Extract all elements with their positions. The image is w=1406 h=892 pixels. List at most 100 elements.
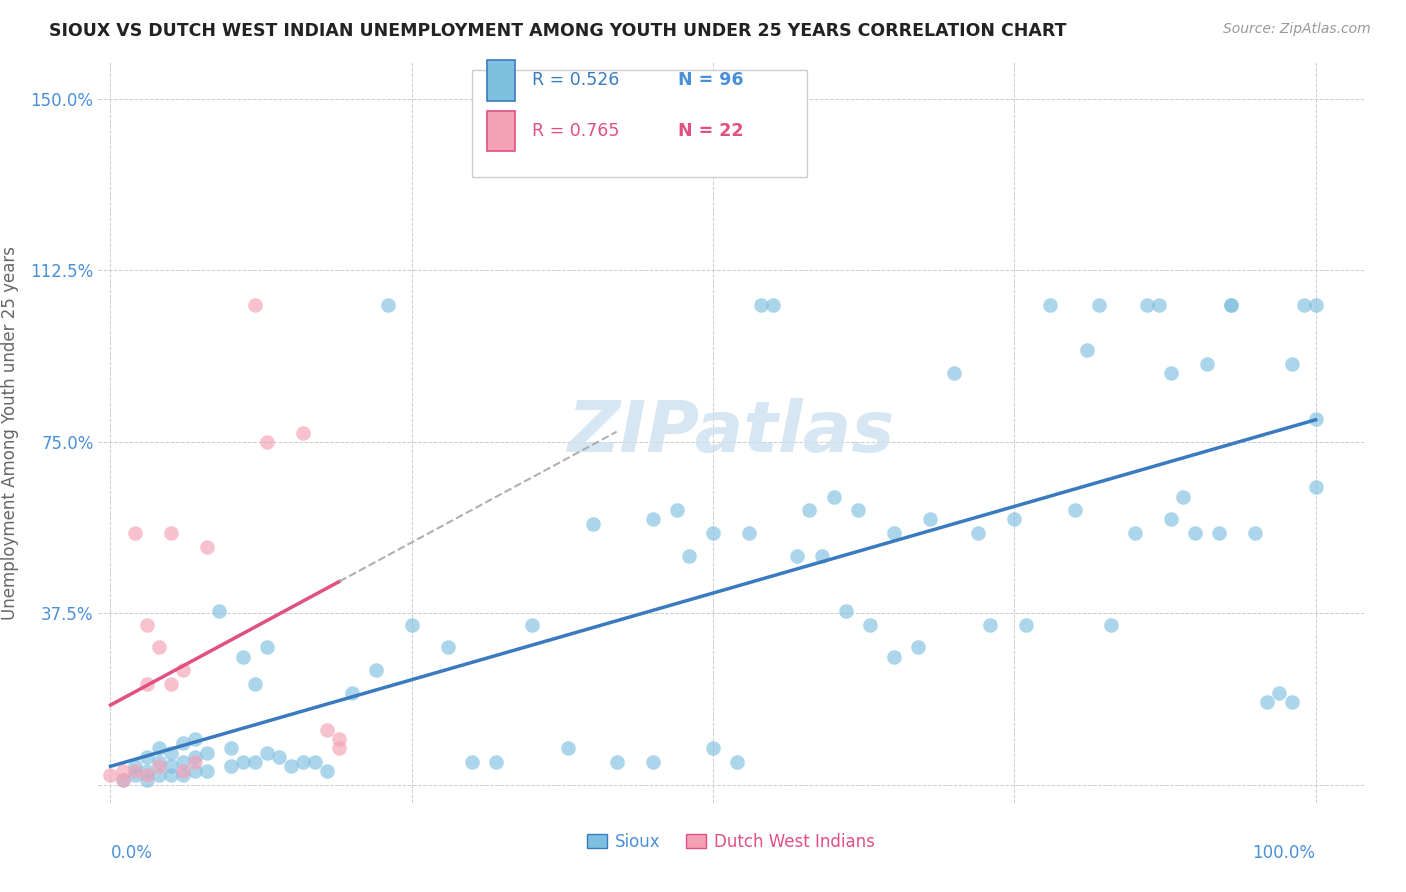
Point — [1160, 366, 1182, 380]
Point — [641, 512, 664, 526]
Point — [172, 768, 194, 782]
Point — [135, 772, 157, 787]
Point — [1039, 298, 1062, 312]
Point — [232, 755, 254, 769]
Point — [159, 526, 181, 541]
Point — [304, 755, 326, 769]
Point — [725, 755, 748, 769]
Point — [1220, 298, 1243, 312]
Point — [1147, 298, 1170, 312]
Point — [1305, 412, 1327, 426]
Point — [124, 768, 146, 782]
Point — [195, 746, 218, 760]
Point — [1063, 503, 1085, 517]
Point — [1208, 526, 1230, 541]
Point — [1281, 357, 1303, 371]
Point — [328, 731, 350, 746]
Text: Source: ZipAtlas.com: Source: ZipAtlas.com — [1223, 22, 1371, 37]
Point — [184, 731, 207, 746]
Point — [135, 617, 157, 632]
Point — [148, 640, 170, 655]
Point — [1184, 526, 1206, 541]
Point — [883, 649, 905, 664]
Point — [111, 772, 134, 787]
Y-axis label: Unemployment Among Youth under 25 years: Unemployment Among Youth under 25 years — [1, 245, 20, 620]
Point — [1076, 343, 1098, 358]
Point — [437, 640, 460, 655]
Text: R = 0.765: R = 0.765 — [533, 121, 620, 139]
Point — [665, 503, 688, 517]
Point — [1256, 695, 1278, 709]
Point — [859, 617, 882, 632]
Point — [256, 746, 278, 760]
Text: N = 22: N = 22 — [678, 121, 744, 139]
Legend: Sioux, Dutch West Indians: Sioux, Dutch West Indians — [581, 826, 882, 857]
Point — [1136, 298, 1159, 312]
Point — [124, 759, 146, 773]
Point — [606, 755, 628, 769]
Point — [135, 750, 157, 764]
Text: 0.0%: 0.0% — [111, 844, 152, 862]
Point — [1305, 480, 1327, 494]
Point — [799, 503, 821, 517]
Point — [184, 750, 207, 764]
Point — [846, 503, 869, 517]
Point — [810, 549, 832, 563]
Point — [1220, 298, 1243, 312]
Point — [148, 759, 170, 773]
Point — [159, 759, 181, 773]
Point — [581, 516, 603, 531]
Point — [1015, 617, 1038, 632]
Point — [172, 663, 194, 677]
Point — [208, 604, 231, 618]
Point — [641, 755, 664, 769]
Point — [943, 366, 966, 380]
Point — [100, 768, 122, 782]
Point — [522, 617, 544, 632]
Point — [678, 549, 700, 563]
Point — [159, 768, 181, 782]
Point — [823, 490, 845, 504]
Point — [907, 640, 929, 655]
Point — [1305, 298, 1327, 312]
Point — [1087, 298, 1109, 312]
Point — [316, 764, 339, 778]
Point — [292, 755, 315, 769]
Point — [172, 736, 194, 750]
Point — [111, 772, 134, 787]
Point — [184, 755, 207, 769]
Bar — [486, 111, 515, 152]
Point — [377, 298, 399, 312]
Point — [195, 764, 218, 778]
Point — [243, 677, 266, 691]
Text: SIOUX VS DUTCH WEST INDIAN UNEMPLOYMENT AMONG YOUTH UNDER 25 YEARS CORRELATION C: SIOUX VS DUTCH WEST INDIAN UNEMPLOYMENT … — [49, 22, 1067, 40]
Bar — [486, 61, 515, 101]
Point — [219, 741, 242, 756]
Point — [1099, 617, 1122, 632]
Point — [401, 617, 423, 632]
Point — [256, 640, 278, 655]
Point — [485, 755, 508, 769]
Text: 100.0%: 100.0% — [1253, 844, 1316, 862]
Point — [340, 686, 363, 700]
Point — [702, 741, 724, 756]
Point — [1197, 357, 1219, 371]
Point — [148, 755, 170, 769]
Point — [124, 764, 146, 778]
Point — [328, 741, 350, 756]
Point — [967, 526, 990, 541]
Point — [316, 723, 339, 737]
Text: ZIPatlas: ZIPatlas — [568, 398, 894, 467]
Point — [364, 663, 387, 677]
Point — [1281, 695, 1303, 709]
Point — [1292, 298, 1315, 312]
Point — [1160, 512, 1182, 526]
Point — [135, 764, 157, 778]
Point — [702, 526, 724, 541]
Point — [135, 677, 157, 691]
Point — [918, 512, 941, 526]
Point — [172, 764, 194, 778]
Point — [219, 759, 242, 773]
Point — [148, 768, 170, 782]
Point — [256, 434, 278, 449]
